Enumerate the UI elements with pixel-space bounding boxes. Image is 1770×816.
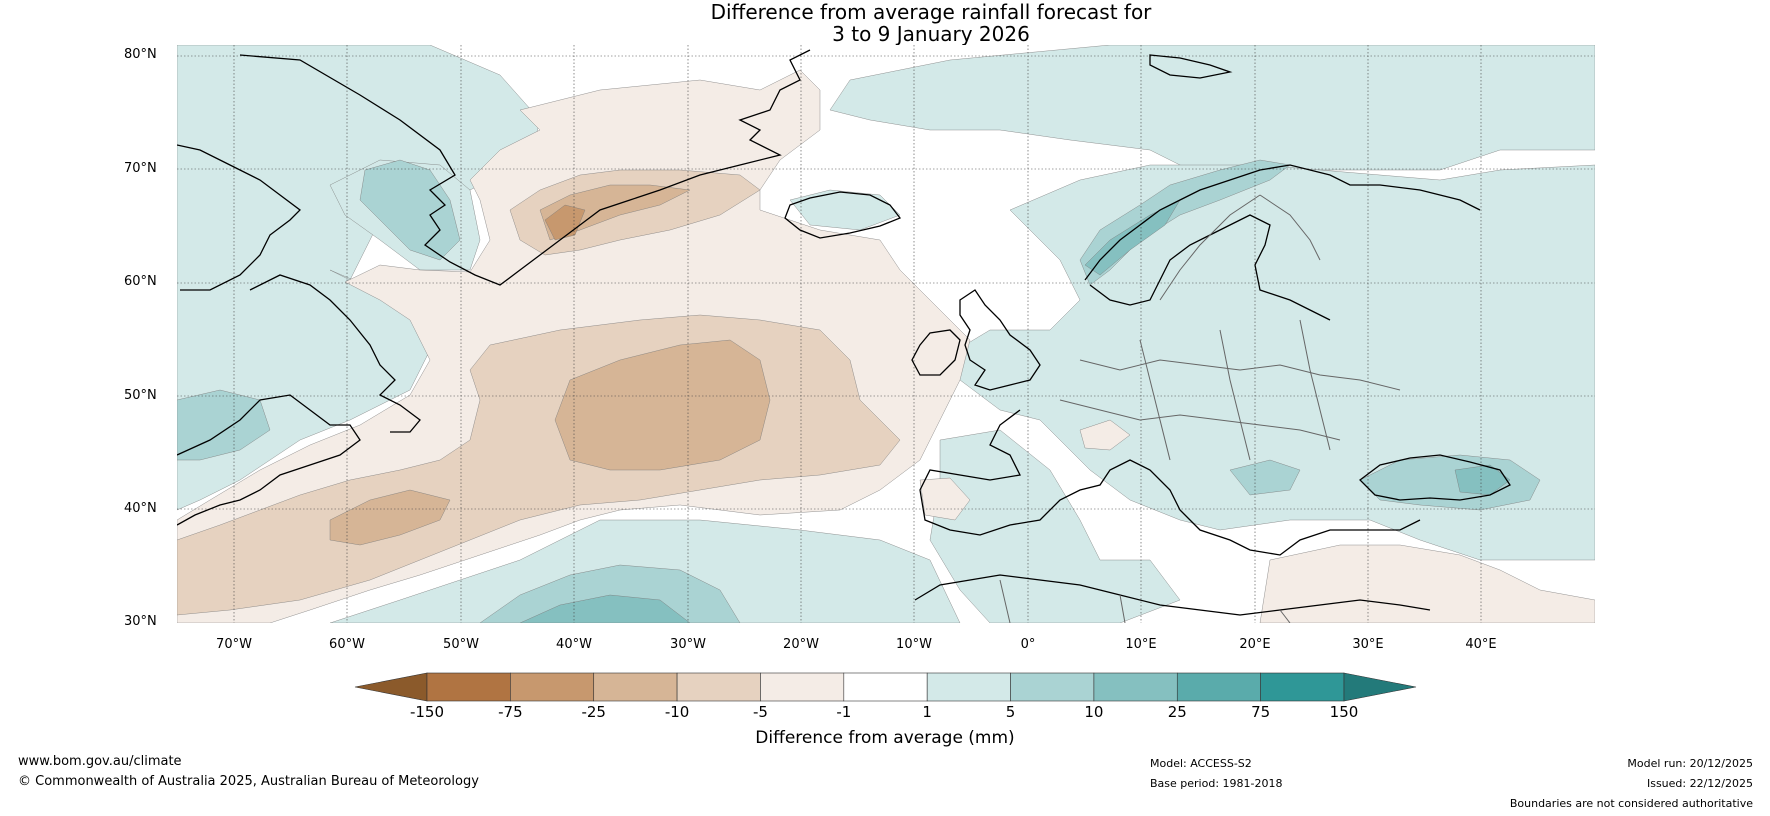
- lat-label-80n: 80°N: [124, 47, 157, 62]
- colorbar-tick-label: 75: [1251, 703, 1271, 721]
- coast-scandinavia-baltic: [1089, 214, 1331, 321]
- coast-iceland: [784, 191, 902, 239]
- dry-region-italy: [1079, 419, 1131, 451]
- wet-region-norway: [1079, 159, 1291, 286]
- coast-black-sea: [1359, 454, 1511, 501]
- lat-label-50n: 50°N: [124, 388, 157, 403]
- lon-label-70w: 70°W: [216, 637, 252, 652]
- wet-region-iceland: [789, 189, 901, 231]
- lat-label-30n: 30°N: [124, 614, 157, 629]
- colorbar-swatch: [843, 672, 928, 702]
- map-title-line2: 3 to 9 January 2026: [832, 22, 1030, 46]
- lon-label-40e: 40°E: [1465, 637, 1497, 652]
- coast-canada-north: [177, 144, 301, 291]
- coastlines: [177, 49, 1511, 616]
- coast-svalbard: [1149, 54, 1233, 79]
- colorbar-tick-label: -75: [498, 703, 523, 721]
- colorbar-extend-high: [1343, 672, 1417, 702]
- colorbar-tick-label: -5: [752, 703, 768, 721]
- lon-label-60w: 60°W: [329, 637, 365, 652]
- colorbar-swatch: [1093, 672, 1178, 702]
- wet-region-atlantic-south-deep: [519, 594, 691, 623]
- colorbar-tick-label: -10: [664, 703, 690, 721]
- coast-gulf-st-lawrence: [177, 394, 361, 526]
- lat-label-60n: 60°N: [124, 274, 157, 289]
- colorbar-tick-label: 5: [1005, 703, 1016, 721]
- border-north-africa: [999, 579, 1291, 623]
- colorbar-tick-label: -150: [409, 703, 445, 721]
- colorbar-tick-label: -1: [836, 703, 852, 721]
- colorbar-tick-label: 150: [1329, 703, 1359, 721]
- colorbar-swatch: [1176, 672, 1261, 702]
- footer-issued: Issued: 22/12/2025: [1646, 777, 1753, 790]
- lon-label-10e: 10°E: [1125, 637, 1157, 652]
- footer-model: Model: ACCESS-S2: [1150, 757, 1252, 770]
- coast-great-britain: [959, 289, 1041, 391]
- colorbar-swatch: [593, 672, 678, 702]
- colorbar-swatch: [676, 672, 761, 702]
- border-sweden-norway: [1159, 194, 1261, 301]
- colorbar-tick-label: -25: [581, 703, 606, 721]
- lon-label-50w: 50°W: [443, 637, 479, 652]
- colorbar-swatch: [760, 672, 845, 702]
- footer-website: www.bom.gov.au/climate: [18, 754, 182, 769]
- dry-region-levant: [1259, 544, 1595, 623]
- dry-region-greenland-deep: [544, 204, 586, 241]
- lon-label-0: 0°: [1020, 637, 1036, 652]
- colorbar-extend-low: [354, 672, 428, 702]
- wet-region-mediterranean-west: [929, 429, 1181, 623]
- lat-label-70n: 70°N: [124, 161, 157, 176]
- colorbar-swatch: [1260, 672, 1345, 702]
- border-finland: [1259, 194, 1321, 261]
- border-europe-3: [1139, 339, 1171, 461]
- border-europe-4: [1219, 329, 1251, 461]
- coast-greenland-west: [239, 49, 811, 286]
- colorbar-swatch: [926, 672, 1011, 702]
- dry-region-atlantic-core: [554, 339, 771, 471]
- footer-base-period: Base period: 1981-2018: [1150, 777, 1283, 790]
- lon-label-10w: 10°W: [896, 637, 932, 652]
- coast-ireland: [911, 329, 961, 376]
- colorbar: [354, 672, 1417, 702]
- border-europe-5: [1299, 319, 1331, 451]
- colorbar-swatch: [426, 672, 511, 702]
- coast-norway: [1084, 164, 1481, 281]
- map-title-line1: Difference from average rainfall forecas…: [710, 0, 1152, 24]
- rainfall-anomaly-field: [177, 45, 1595, 623]
- dry-region-iberia: [919, 477, 971, 521]
- colorbar-tick-label: 25: [1167, 703, 1187, 721]
- lat-label-40n: 40°N: [124, 501, 157, 516]
- lon-label-40w: 40°W: [556, 637, 592, 652]
- coast-north-africa: [914, 574, 1431, 616]
- colorbar-tick-label: 1: [922, 703, 932, 721]
- dry-region-atlantic-southwest: [329, 489, 451, 546]
- footer-disclaimer: Boundaries are not considered authoritat…: [1509, 797, 1753, 810]
- lon-label-20e: 20°E: [1239, 637, 1271, 652]
- colorbar-swatch: [1010, 672, 1095, 702]
- country-borders: [999, 194, 1401, 623]
- wet-region-adriatic: [1229, 459, 1301, 496]
- footer-model-run: Model run: 20/12/2025: [1627, 757, 1753, 770]
- lon-label-30e: 30°E: [1352, 637, 1384, 652]
- border-europe-2: [1059, 399, 1341, 441]
- coast-europe-west: [919, 409, 1421, 556]
- lon-label-20w: 20°W: [783, 637, 819, 652]
- colorbar-title: Difference from average (mm): [755, 728, 1015, 748]
- wet-region-newfoundland: [177, 389, 271, 461]
- wet-region-norway-core: [1084, 199, 1181, 276]
- colorbar-swatch: [510, 672, 595, 702]
- colorbar-tick-label: 10: [1084, 703, 1104, 721]
- lon-label-30w: 30°W: [670, 637, 706, 652]
- wet-region-atlantic-south-core: [479, 564, 741, 623]
- footer-copyright: © Commonwealth of Australia 2025, Austra…: [18, 774, 479, 789]
- coast-labrador: [249, 274, 421, 433]
- border-europe-1: [1079, 359, 1401, 391]
